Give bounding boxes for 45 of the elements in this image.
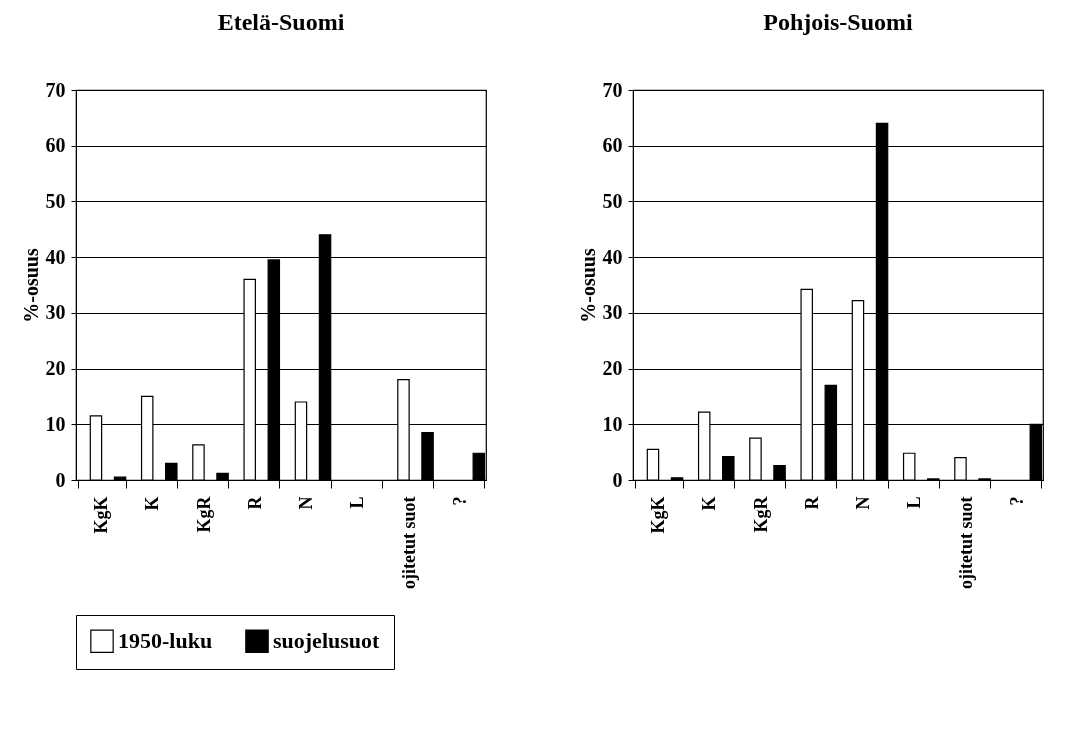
x-tick-label: K (699, 496, 720, 511)
y-axis-title: %-osuus (576, 248, 599, 323)
legend-label: 1950-luku (118, 628, 213, 654)
x-tick-label: ojitetut suot (955, 496, 976, 589)
x-tick-label: L (347, 496, 368, 509)
y-tick-label: 10 (45, 412, 66, 435)
bar (192, 444, 205, 481)
bar (902, 452, 916, 481)
bar (113, 476, 127, 481)
x-tick-label: ? (1006, 496, 1027, 506)
y-tick-label: 30 (45, 301, 66, 324)
y-tick-label: 50 (602, 189, 623, 212)
x-tick-label: KgK (91, 496, 112, 534)
y-tick-label: 40 (45, 245, 66, 268)
y-tick-label: 0 (612, 468, 623, 491)
y-tick-label: 50 (45, 189, 66, 212)
legend-label: suojelusuot (273, 628, 381, 654)
chart-title: Etelä-Suomi (217, 9, 345, 35)
chart-title: Pohjois-Suomi (763, 9, 914, 35)
x-tick-label: K (142, 496, 163, 511)
x-tick-label: KgR (750, 495, 771, 533)
y-tick-label: 70 (602, 78, 623, 101)
y-axis-title: %-osuus (19, 248, 42, 323)
x-tick-label: N (853, 496, 874, 510)
bar (954, 457, 967, 481)
x-tick-label: R (801, 495, 822, 510)
y-tick-label: 20 (45, 357, 66, 380)
y-tick-label: 60 (602, 134, 623, 157)
y-tick-label: 10 (602, 412, 623, 435)
x-tick-label: L (904, 496, 925, 509)
bar (646, 448, 660, 481)
y-tick-label: 60 (45, 134, 66, 157)
y-tick-label: 20 (602, 357, 623, 380)
x-tick-label: N (296, 496, 317, 510)
x-tick-label: KgR (193, 495, 214, 533)
y-tick-label: 40 (602, 245, 623, 268)
bar (670, 477, 684, 481)
y-tick-label: 70 (45, 78, 66, 101)
x-tick-label: ? (449, 496, 470, 506)
x-tick-label: R (244, 495, 265, 510)
y-tick-label: 30 (602, 301, 623, 324)
x-tick-label: ojitetut suot (398, 496, 419, 589)
y-tick-label: 0 (55, 468, 66, 491)
bar (749, 437, 762, 481)
x-tick-label: KgK (648, 496, 669, 534)
